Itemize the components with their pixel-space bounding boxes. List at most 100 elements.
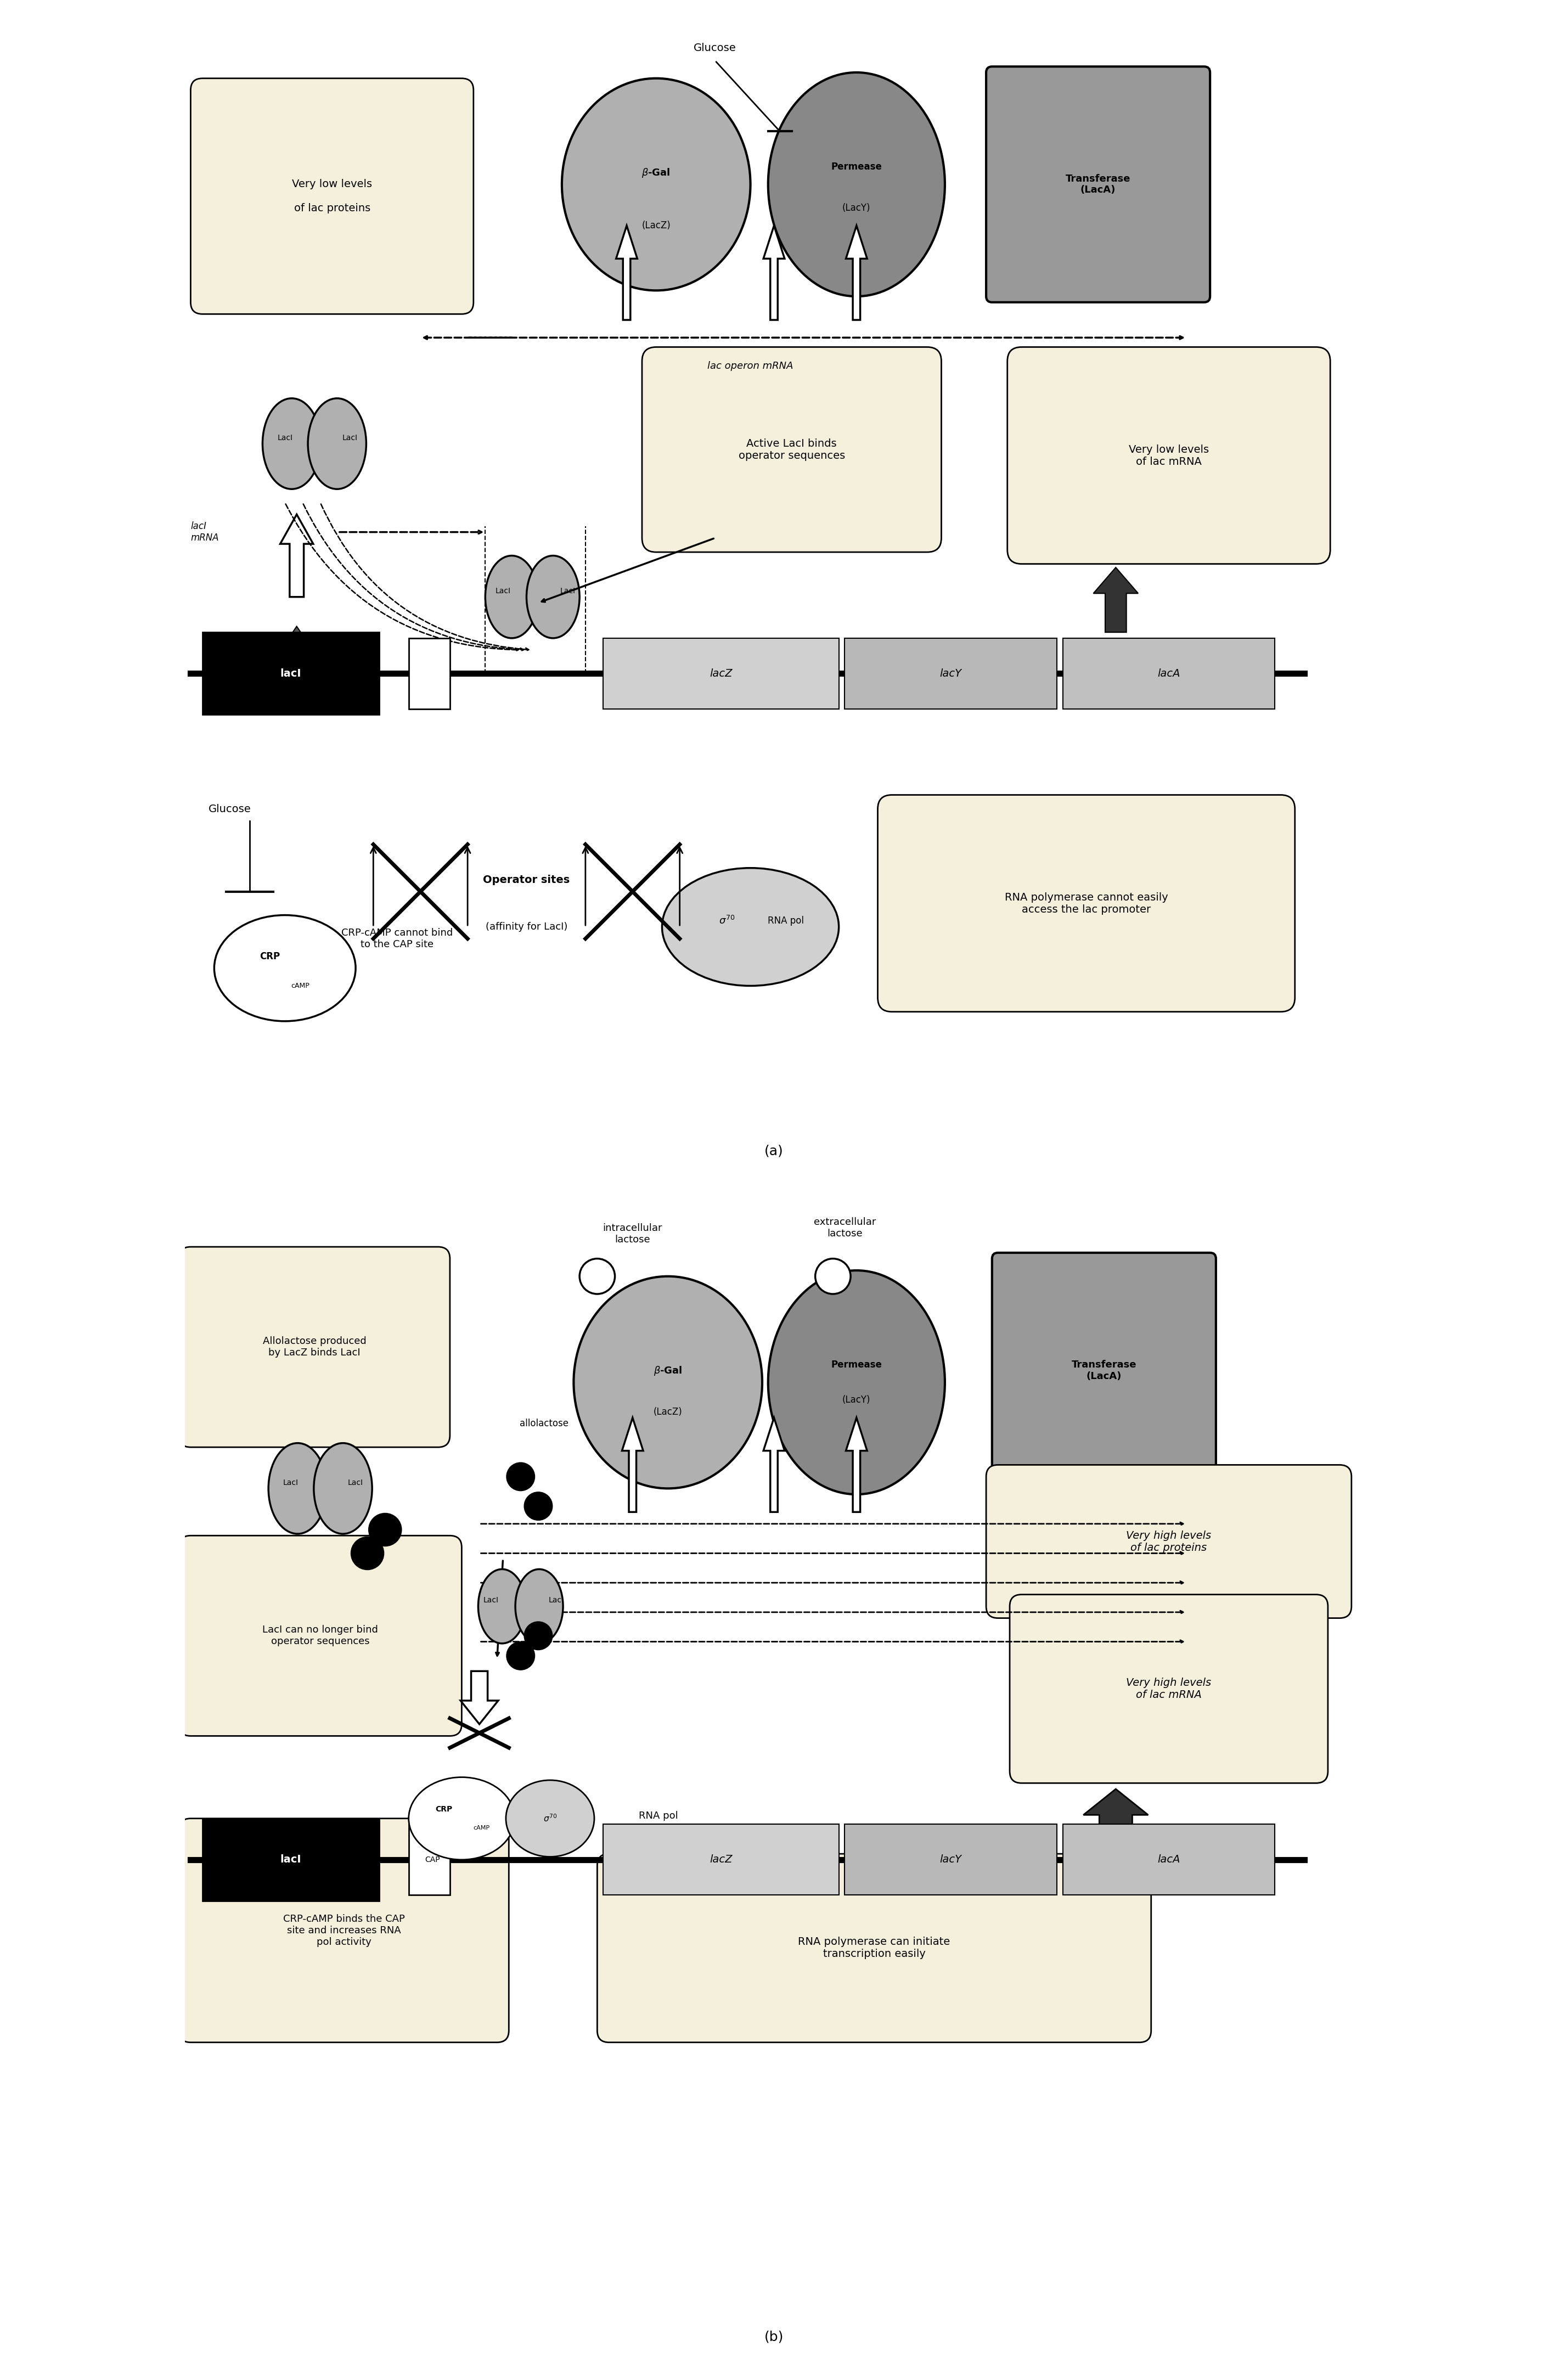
Text: lacZ: lacZ bbox=[709, 1854, 732, 1866]
Circle shape bbox=[816, 1259, 850, 1295]
Text: Very low levels
of lac mRNA: Very low levels of lac mRNA bbox=[1128, 445, 1209, 466]
Text: lac operon mRNA: lac operon mRNA bbox=[707, 362, 794, 371]
Ellipse shape bbox=[409, 1778, 515, 1859]
Text: Allolactose produced
by LacZ binds LacI: Allolactose produced by LacZ binds LacI bbox=[263, 1338, 367, 1357]
Circle shape bbox=[351, 1537, 384, 1571]
FancyBboxPatch shape bbox=[604, 1825, 839, 1894]
Text: (a): (a) bbox=[765, 1145, 783, 1157]
Ellipse shape bbox=[574, 1276, 762, 1488]
FancyBboxPatch shape bbox=[180, 1818, 509, 2042]
Ellipse shape bbox=[308, 397, 367, 488]
FancyArrow shape bbox=[845, 1418, 867, 1511]
Text: Operator sites: Operator sites bbox=[483, 873, 570, 885]
Text: Very low levels

of lac proteins: Very low levels of lac proteins bbox=[293, 178, 372, 214]
Text: LacI: LacI bbox=[483, 1597, 498, 1604]
Ellipse shape bbox=[768, 71, 944, 298]
FancyArrow shape bbox=[1093, 566, 1138, 633]
Text: lacA: lacA bbox=[1158, 669, 1180, 678]
FancyArrow shape bbox=[274, 626, 319, 709]
Text: $\beta$-Gal: $\beta$-Gal bbox=[642, 167, 670, 178]
Text: RNA polymerase cannot easily
access the lac promoter: RNA polymerase cannot easily access the … bbox=[1005, 892, 1169, 914]
Text: Very high levels
of lac proteins: Very high levels of lac proteins bbox=[1127, 1530, 1212, 1552]
Text: Active LacI binds
operator sequences: Active LacI binds operator sequences bbox=[738, 438, 845, 462]
Text: lacI: lacI bbox=[280, 1854, 302, 1866]
Text: $\sigma^{70}$: $\sigma^{70}$ bbox=[543, 1814, 557, 1823]
Ellipse shape bbox=[526, 555, 579, 638]
FancyArrow shape bbox=[460, 1671, 498, 1723]
Text: $\beta$-Gal: $\beta$-Gal bbox=[653, 1364, 683, 1376]
FancyBboxPatch shape bbox=[1063, 1825, 1276, 1894]
FancyBboxPatch shape bbox=[992, 1252, 1215, 1488]
Ellipse shape bbox=[506, 1780, 594, 1856]
Text: LacI: LacI bbox=[560, 588, 576, 595]
FancyBboxPatch shape bbox=[1008, 347, 1330, 564]
Text: Transferase
(LacA): Transferase (LacA) bbox=[1071, 1359, 1136, 1380]
FancyArrow shape bbox=[1084, 1790, 1149, 1842]
FancyBboxPatch shape bbox=[598, 1854, 1152, 2042]
Ellipse shape bbox=[663, 869, 839, 985]
Text: LacI: LacI bbox=[283, 1478, 299, 1488]
FancyArrow shape bbox=[845, 226, 867, 319]
Text: RNA pol: RNA pol bbox=[768, 916, 803, 926]
Text: extracellular
lactose: extracellular lactose bbox=[814, 1219, 876, 1238]
Text: CAP: CAP bbox=[424, 1856, 440, 1864]
Text: LacI: LacI bbox=[495, 588, 511, 595]
FancyBboxPatch shape bbox=[845, 638, 1057, 709]
Text: LacI: LacI bbox=[342, 433, 358, 443]
Text: lacI: lacI bbox=[280, 669, 302, 678]
Ellipse shape bbox=[214, 916, 356, 1021]
Ellipse shape bbox=[515, 1568, 563, 1645]
Text: (b): (b) bbox=[765, 2330, 783, 2344]
Text: Permease: Permease bbox=[831, 1359, 882, 1368]
Circle shape bbox=[579, 1259, 615, 1295]
Text: (LacZ): (LacZ) bbox=[653, 1407, 683, 1416]
Ellipse shape bbox=[268, 1442, 327, 1533]
Text: lacA: lacA bbox=[1158, 1854, 1180, 1866]
Text: CRP: CRP bbox=[260, 952, 280, 962]
Text: lacY: lacY bbox=[940, 669, 961, 678]
Text: RNA polymerase can initiate
transcription easily: RNA polymerase can initiate transcriptio… bbox=[799, 1937, 950, 1959]
Text: LacI: LacI bbox=[348, 1478, 364, 1488]
Circle shape bbox=[368, 1514, 401, 1547]
Text: $\sigma^{70}$: $\sigma^{70}$ bbox=[718, 916, 735, 926]
FancyBboxPatch shape bbox=[1009, 1595, 1328, 1783]
FancyArrow shape bbox=[616, 226, 638, 319]
FancyBboxPatch shape bbox=[642, 347, 941, 552]
Text: (affinity for LacI): (affinity for LacI) bbox=[486, 921, 568, 933]
FancyArrow shape bbox=[622, 1418, 642, 1511]
FancyArrow shape bbox=[763, 1418, 785, 1511]
Text: lacI
mRNA: lacI mRNA bbox=[190, 521, 218, 543]
Ellipse shape bbox=[263, 397, 320, 488]
Text: Permease: Permease bbox=[831, 162, 882, 171]
FancyBboxPatch shape bbox=[878, 795, 1296, 1011]
Circle shape bbox=[506, 1642, 534, 1671]
FancyBboxPatch shape bbox=[604, 638, 839, 709]
Ellipse shape bbox=[768, 1271, 944, 1495]
FancyBboxPatch shape bbox=[409, 638, 450, 709]
Text: (LacY): (LacY) bbox=[842, 1395, 870, 1404]
FancyBboxPatch shape bbox=[986, 67, 1211, 302]
Text: Transferase
(LacA): Transferase (LacA) bbox=[1065, 174, 1130, 195]
Text: LacI: LacI bbox=[277, 433, 293, 443]
Ellipse shape bbox=[485, 555, 539, 638]
FancyBboxPatch shape bbox=[1063, 638, 1276, 709]
FancyBboxPatch shape bbox=[203, 1818, 379, 1902]
Text: LacI can no longer bind
operator sequences: LacI can no longer bind operator sequenc… bbox=[263, 1626, 378, 1647]
Circle shape bbox=[525, 1621, 553, 1649]
Ellipse shape bbox=[478, 1568, 526, 1645]
Ellipse shape bbox=[562, 79, 751, 290]
Ellipse shape bbox=[314, 1442, 372, 1533]
Text: CRP: CRP bbox=[435, 1804, 452, 1814]
FancyBboxPatch shape bbox=[180, 1535, 461, 1735]
FancyBboxPatch shape bbox=[409, 1825, 450, 1894]
FancyArrow shape bbox=[280, 514, 313, 597]
Text: intracellular
lactose: intracellular lactose bbox=[602, 1223, 663, 1245]
Text: cAMP: cAMP bbox=[474, 1825, 491, 1830]
Text: CRP-cAMP binds the CAP
site and increases RNA
pol activity: CRP-cAMP binds the CAP site and increase… bbox=[283, 1914, 404, 1947]
Text: LacI: LacI bbox=[548, 1597, 563, 1604]
Text: allolactose: allolactose bbox=[520, 1418, 568, 1428]
Text: lacY: lacY bbox=[940, 1854, 961, 1866]
FancyBboxPatch shape bbox=[190, 79, 474, 314]
Text: lacZ: lacZ bbox=[709, 669, 732, 678]
Text: RNA pol: RNA pol bbox=[638, 1811, 678, 1821]
